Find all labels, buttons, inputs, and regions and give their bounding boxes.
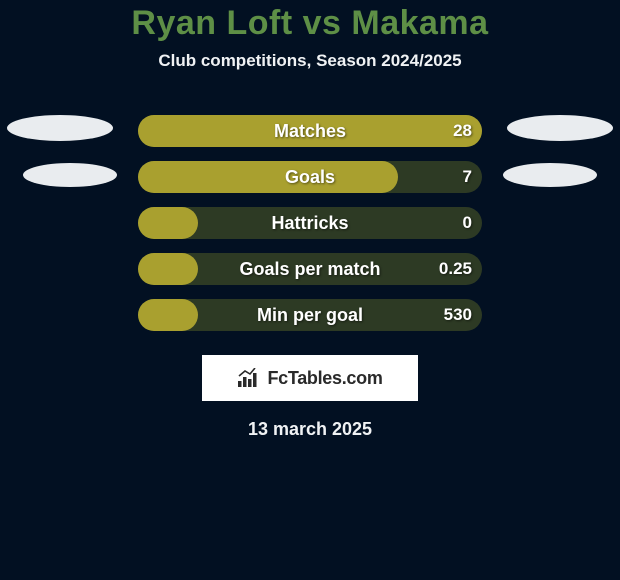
- stat-value: 7: [463, 161, 472, 193]
- stats-area: Matches 28 Goals 7 Hattricks 0 Goals per…: [0, 115, 620, 345]
- stat-value: 28: [453, 115, 472, 147]
- stat-label: Min per goal: [138, 299, 482, 331]
- stat-label: Goals: [138, 161, 482, 193]
- stat-row: Goals per match 0.25: [0, 253, 620, 299]
- stat-value: 530: [444, 299, 472, 331]
- stat-row: Goals 7: [0, 161, 620, 207]
- stat-label: Hattricks: [138, 207, 482, 239]
- stat-label: Goals per match: [138, 253, 482, 285]
- stats-comparison-card: Ryan Loft vs Makama Club competitions, S…: [0, 0, 620, 580]
- stat-label: Matches: [138, 115, 482, 147]
- stat-row: Min per goal 530: [0, 299, 620, 345]
- subtitle: Club competitions, Season 2024/2025: [0, 51, 620, 71]
- bar-chart-icon: [237, 368, 261, 388]
- badge-text: FcTables.com: [267, 368, 382, 389]
- stat-value: 0.25: [439, 253, 472, 285]
- stat-value: 0: [463, 207, 472, 239]
- source-badge: FcTables.com: [202, 355, 418, 401]
- date-text: 13 march 2025: [0, 419, 620, 440]
- stat-row: Matches 28: [0, 115, 620, 161]
- stat-row: Hattricks 0: [0, 207, 620, 253]
- page-title: Ryan Loft vs Makama: [0, 0, 620, 43]
